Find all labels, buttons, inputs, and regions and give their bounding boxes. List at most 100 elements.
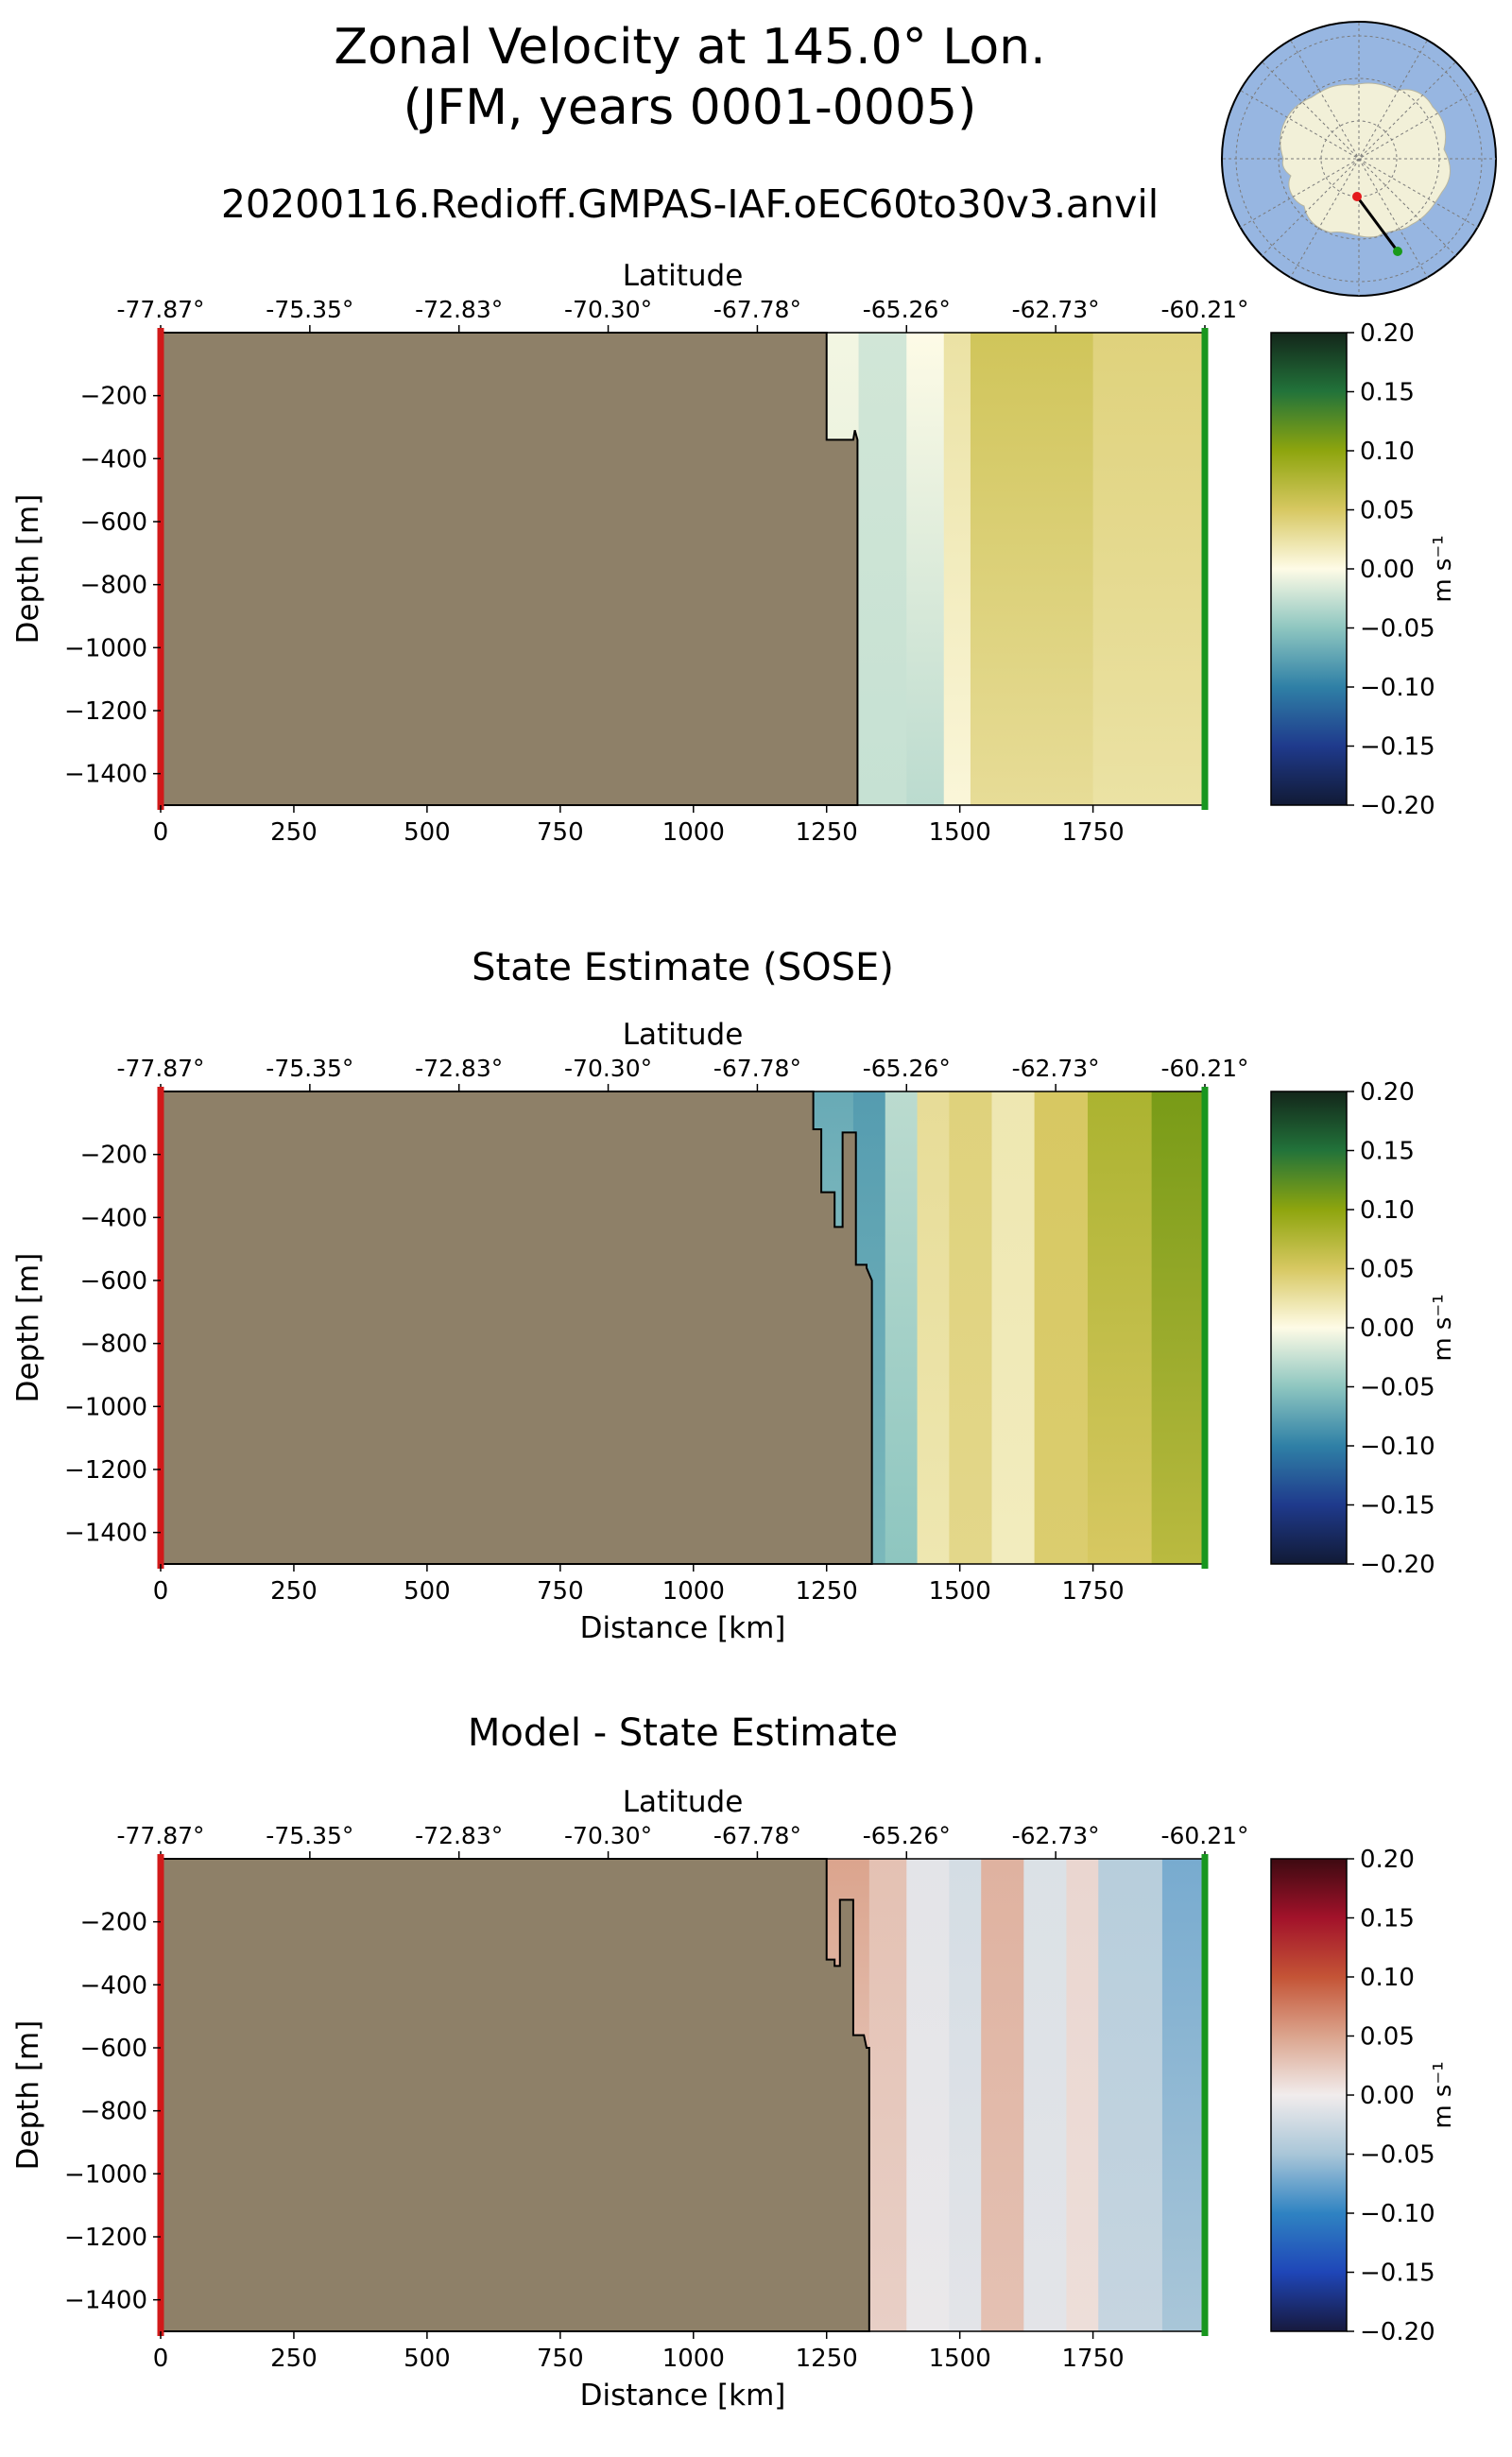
colorbar-tick-label: 0.20 xyxy=(1360,1078,1415,1107)
colorbar-tick-label: 0.00 xyxy=(1360,556,1415,584)
velocity-column xyxy=(906,1859,950,2331)
colorbar-tick-label: −0.10 xyxy=(1360,1433,1435,1461)
y-tick-label: −1400 xyxy=(64,761,147,789)
x-tick-label: 250 xyxy=(270,818,318,847)
x-tick-label: 750 xyxy=(537,2345,584,2373)
lat-tick-label: -70.30° xyxy=(564,1055,652,1082)
y-tick-label: −600 xyxy=(80,2035,147,2063)
colorbar-tick-label: −0.20 xyxy=(1360,1551,1435,1579)
figure-title: Zonal Velocity at 145.0° Lon. (JFM, year… xyxy=(161,17,1219,138)
land-mask xyxy=(160,1091,873,1565)
colorbar-label: m s⁻¹ xyxy=(1429,2061,1457,2128)
x-axis-label: Distance [km] xyxy=(580,1611,786,1645)
velocity-column xyxy=(1161,1859,1206,2331)
lat-tick-label: -77.87° xyxy=(116,1055,204,1082)
velocity-column xyxy=(949,1859,982,2331)
lat-tick-label: -77.87° xyxy=(116,296,204,323)
lat-tick-label: -67.78° xyxy=(713,1055,801,1082)
land-mask xyxy=(160,332,859,806)
x-tick-label: 1750 xyxy=(1062,1577,1125,1606)
y-tick-label: −1000 xyxy=(64,634,147,662)
velocity-column xyxy=(1023,1859,1067,2331)
colorbar-tick-label: 0.05 xyxy=(1360,1256,1415,1284)
velocity-column xyxy=(949,1091,992,1564)
colorbar-tick-label: 0.10 xyxy=(1360,1964,1415,1992)
y-tick-label: −200 xyxy=(80,383,147,411)
y-tick-label: −1400 xyxy=(64,1520,147,1548)
x-tick-label: 750 xyxy=(537,1577,584,1606)
x-tick-label: 1500 xyxy=(929,818,991,847)
y-tick-label: −1000 xyxy=(64,2160,147,2189)
chart-difference: Model - State Estimate Latitude -77.87° -75… xyxy=(11,1711,1457,2413)
colorbar-tick-label: 0.00 xyxy=(1360,2082,1415,2110)
velocity-column xyxy=(981,1859,1024,2331)
velocity-column xyxy=(1066,1859,1099,2331)
colorbar xyxy=(1270,332,1348,806)
map-transect-start xyxy=(1352,192,1362,201)
lat-tick-label: -72.83° xyxy=(415,296,503,323)
x-tick-label: 1750 xyxy=(1062,2345,1125,2373)
velocity-column xyxy=(991,1091,1036,1564)
x-tick-label: 1000 xyxy=(662,2345,725,2373)
x-tick-label: 250 xyxy=(270,1577,318,1606)
y-tick-label: −200 xyxy=(80,1909,147,1937)
velocity-column xyxy=(868,1859,907,2331)
x-tick-label: 500 xyxy=(404,818,451,847)
lat-tick-label: -62.73° xyxy=(1012,1822,1100,1849)
x-tick-label: 750 xyxy=(537,818,584,847)
colorbar-tick-label: 0.05 xyxy=(1360,497,1415,525)
velocity-column xyxy=(858,333,907,805)
y-tick-label: −1400 xyxy=(64,2287,147,2315)
y-tick-label: −800 xyxy=(80,1331,147,1359)
x-tick-label: 1250 xyxy=(796,818,858,847)
map-antarctica-land xyxy=(1280,82,1451,238)
figure-title-line1: Zonal Velocity at 145.0° Lon. xyxy=(334,19,1046,76)
chart-title: State Estimate (SOSE) xyxy=(472,946,894,989)
x-tick-label: 0 xyxy=(153,1577,169,1606)
top-axis-label: Latitude xyxy=(623,259,744,293)
y-tick-label: −600 xyxy=(80,508,147,537)
x-tick-label: 0 xyxy=(153,818,169,847)
land-mask xyxy=(160,1858,870,2332)
velocity-column xyxy=(1034,1091,1089,1564)
run-name: 20200116.Redioff.GMPAS-IAF.oEC60to30v3.a… xyxy=(220,181,1160,227)
colorbar-tick-label: −0.05 xyxy=(1360,615,1435,644)
lat-tick-label: -75.35° xyxy=(266,1055,353,1082)
colorbar-tick-label: 0.05 xyxy=(1360,2023,1415,2052)
chart-title: Model - State Estimate xyxy=(468,1711,898,1755)
chart-model: Latitude -77.87° -75.35° -72.83° -70.30° -67.… xyxy=(11,259,1457,847)
lat-tick-label: -65.26° xyxy=(863,1055,951,1082)
x-tick-label: 500 xyxy=(404,2345,451,2373)
antarctica-polar-map-icon xyxy=(1221,21,1497,297)
y-tick-label: −1200 xyxy=(64,697,147,726)
colorbar-tick-label: −0.10 xyxy=(1360,2200,1435,2228)
colorbar-tick-label: 0.15 xyxy=(1360,379,1415,407)
colorbar-tick-label: −0.10 xyxy=(1360,674,1435,702)
y-tick-label: −1200 xyxy=(64,2224,147,2252)
x-tick-label: 250 xyxy=(270,2345,318,2373)
lat-tick-label: -72.83° xyxy=(415,1055,503,1082)
lat-tick-label: -60.21° xyxy=(1160,1822,1248,1849)
x-tick-label: 1250 xyxy=(796,1577,858,1606)
lat-tick-label: -75.35° xyxy=(266,1822,353,1849)
figure-title-line2: (JFM, years 0001-0005) xyxy=(403,79,977,136)
colorbar-tick-label: 0.10 xyxy=(1360,1196,1415,1225)
x-tick-label: 1000 xyxy=(662,1577,725,1606)
colorbar-tick-label: −0.15 xyxy=(1360,2259,1435,2288)
colorbar-label: m s⁻¹ xyxy=(1429,535,1457,602)
y-tick-label: −200 xyxy=(80,1142,147,1170)
y-tick-label: −400 xyxy=(80,445,147,473)
colorbar-tick-label: −0.15 xyxy=(1360,733,1435,762)
x-tick-label: 1500 xyxy=(929,2345,991,2373)
colorbar-tick-label: 0.20 xyxy=(1360,319,1415,348)
lat-tick-label: -65.26° xyxy=(863,296,951,323)
lat-tick-label: -62.73° xyxy=(1012,1055,1100,1082)
velocity-column xyxy=(885,1091,919,1564)
colorbar-tick-label: 0.15 xyxy=(1360,1905,1415,1933)
x-axis-label: Distance [km] xyxy=(580,2379,786,2413)
top-axis-label: Latitude xyxy=(623,1018,744,1052)
lat-tick-label: -70.30° xyxy=(564,296,652,323)
lat-tick-label: -72.83° xyxy=(415,1822,503,1849)
lat-tick-label: -70.30° xyxy=(564,1822,652,1849)
velocity-column xyxy=(906,333,945,805)
